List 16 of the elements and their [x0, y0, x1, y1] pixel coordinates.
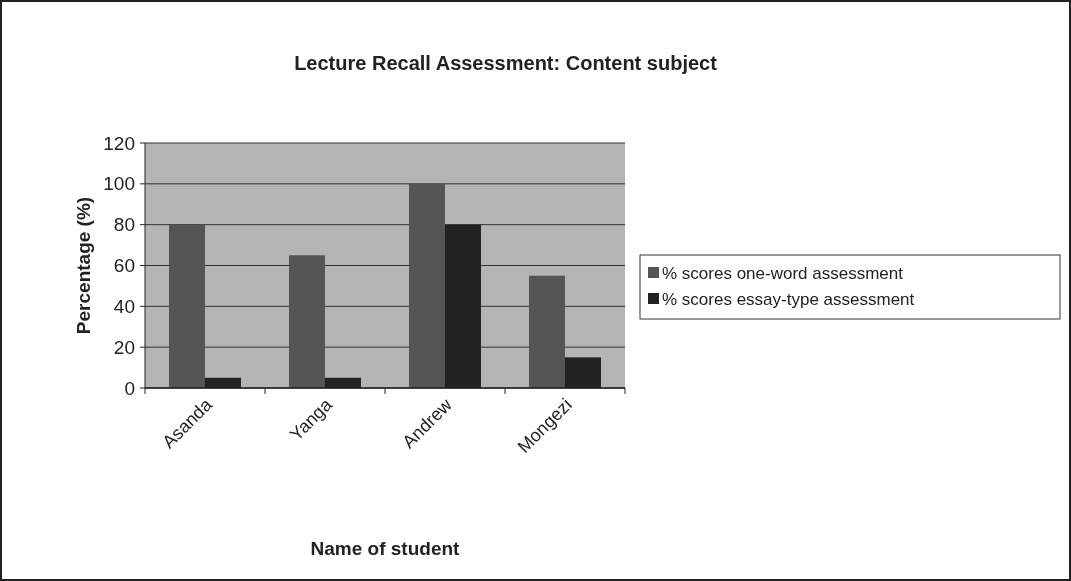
legend-label: % scores one-word assessment	[662, 263, 904, 283]
bar	[169, 224, 205, 388]
x-axis-title: Name of student	[310, 538, 461, 559]
y-tick-label: 60	[113, 255, 135, 277]
y-axis-title: Percentage (%)	[73, 196, 94, 335]
bar	[529, 275, 565, 388]
y-tick-label: 20	[113, 336, 135, 358]
y-tick-label: 80	[113, 214, 135, 236]
bar	[409, 183, 445, 388]
y-tick-label: 120	[103, 132, 135, 154]
y-tick-label: 100	[103, 173, 135, 195]
legend-label: % scores essay-type assessment	[662, 289, 915, 309]
y-tick-label: 40	[113, 295, 135, 317]
y-tick-label: 0	[124, 377, 135, 399]
chart-title: Lecture Recall Assessment: Content subject	[294, 52, 718, 74]
bar	[289, 255, 325, 388]
